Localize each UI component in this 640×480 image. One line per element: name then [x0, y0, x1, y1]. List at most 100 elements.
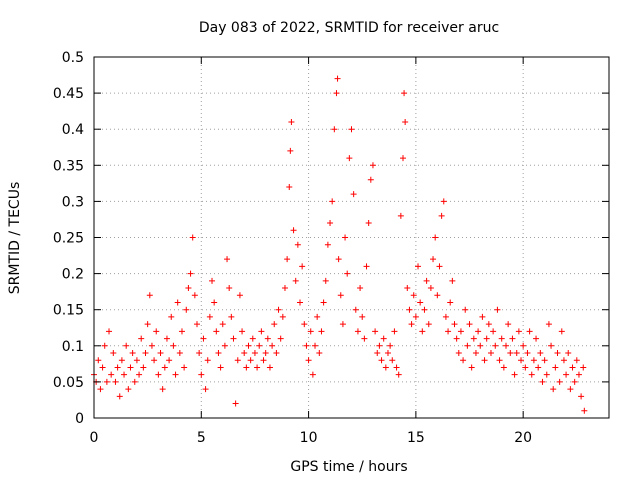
data-point	[374, 350, 381, 357]
data-point	[303, 342, 310, 349]
data-point	[320, 299, 327, 306]
data-point	[114, 364, 121, 371]
data-point	[123, 342, 130, 349]
data-point	[397, 212, 404, 219]
data-point	[284, 256, 291, 263]
data-point	[503, 342, 509, 349]
data-point	[161, 364, 168, 371]
data-point	[266, 364, 273, 371]
data-point	[400, 155, 406, 162]
data-point	[453, 335, 460, 342]
data-point	[228, 313, 235, 320]
data-point	[417, 299, 424, 306]
data-point	[138, 335, 145, 342]
data-point	[581, 407, 588, 414]
data-point	[401, 90, 408, 97]
data-point	[288, 118, 295, 125]
y-axis-label: SRMTID / TECUs	[7, 182, 23, 295]
data-point	[438, 212, 445, 219]
data-point	[309, 371, 316, 378]
data-point	[110, 350, 117, 357]
data-point	[200, 335, 207, 342]
data-point	[389, 357, 396, 364]
data-point	[251, 350, 258, 357]
y-tick-label: 0.15	[53, 303, 84, 319]
x-tick-label: 10	[300, 430, 318, 446]
data-point	[127, 364, 134, 371]
data-point	[423, 277, 430, 284]
data-point	[451, 321, 458, 328]
data-point	[567, 386, 574, 393]
data-point	[226, 285, 233, 292]
data-point	[290, 227, 297, 234]
data-point	[533, 335, 540, 342]
data-point	[563, 371, 570, 378]
data-point	[131, 378, 138, 385]
data-point	[106, 328, 113, 335]
data-point	[483, 335, 490, 342]
data-point	[140, 364, 147, 371]
data-point	[569, 364, 576, 371]
y-tick-label: 0.25	[53, 231, 84, 247]
data-point	[297, 299, 303, 306]
data-point	[430, 256, 437, 263]
data-point	[578, 393, 585, 400]
data-point	[211, 299, 218, 306]
data-point	[515, 328, 522, 335]
data-point	[513, 350, 520, 357]
data-point	[236, 292, 243, 299]
data-point	[213, 328, 220, 335]
data-point	[505, 321, 512, 328]
data-point	[440, 198, 447, 205]
data-point	[166, 357, 173, 364]
data-point	[322, 277, 329, 284]
data-point	[292, 277, 299, 284]
data-point	[239, 328, 246, 335]
data-point	[163, 335, 170, 342]
data-point	[286, 183, 293, 190]
data-point	[277, 335, 284, 342]
data-point	[511, 371, 518, 378]
data-point	[573, 357, 580, 364]
y-tick-label: 0.45	[53, 86, 84, 102]
data-point	[522, 364, 529, 371]
data-point	[410, 292, 417, 299]
data-point	[548, 342, 555, 349]
data-point	[406, 306, 413, 313]
chart-title: Day 083 of 2022, SRMTID for receiver aru…	[199, 20, 499, 36]
data-point	[301, 321, 308, 328]
data-point	[571, 378, 578, 385]
data-point	[526, 328, 533, 335]
data-point	[575, 371, 582, 378]
data-point	[543, 371, 550, 378]
data-point	[496, 357, 503, 364]
data-point	[432, 234, 439, 241]
data-point	[560, 357, 567, 364]
data-point	[539, 378, 546, 385]
data-point	[535, 364, 542, 371]
data-point	[524, 350, 531, 357]
data-point	[232, 400, 239, 407]
data-point	[99, 364, 106, 371]
data-point	[419, 328, 426, 335]
y-tick-label: 0.3	[62, 194, 84, 210]
data-point	[121, 371, 128, 378]
data-point	[329, 198, 336, 205]
data-point	[118, 357, 125, 364]
data-point	[421, 306, 428, 313]
data-point	[305, 357, 312, 364]
data-point	[249, 335, 256, 342]
data-point	[230, 335, 237, 342]
data-point	[556, 378, 563, 385]
data-point	[481, 357, 488, 364]
data-point	[307, 328, 314, 335]
data-point	[204, 357, 211, 364]
data-point	[530, 357, 537, 364]
data-point	[178, 328, 185, 335]
data-point	[221, 342, 228, 349]
y-tick-label: 0	[75, 411, 84, 427]
data-point	[129, 350, 136, 357]
data-point	[552, 364, 559, 371]
data-point	[103, 378, 110, 385]
data-point	[144, 321, 151, 328]
